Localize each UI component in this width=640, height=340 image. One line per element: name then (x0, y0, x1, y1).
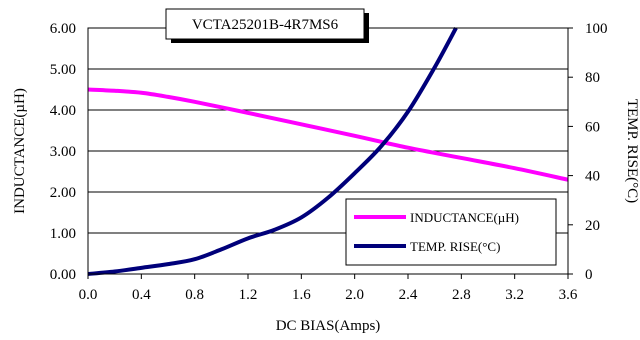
y-tick-label: 3.00 (50, 144, 76, 160)
chart-title-frame (165, 8, 365, 40)
x-tick-label: 3.2 (505, 287, 524, 303)
x-axis-title: DC BIAS(Amps) (276, 318, 381, 334)
series-line-temp-rise (87, 27, 458, 276)
x-tick-label: 1.6 (292, 287, 311, 303)
y2-axis-title: TEMP. RISE(°C) (624, 99, 640, 203)
legend-frame (345, 198, 557, 266)
x-tick-label: 2.4 (399, 287, 418, 303)
x-tick-label: 1.2 (239, 287, 258, 303)
chart-title: VCTA25201B-4R7MS6 (192, 17, 339, 33)
x-tick-label: 0.0 (79, 287, 98, 303)
right-axis-ticks: 0 20 40 60 80 100 (568, 21, 608, 283)
x-axis-ticks: 0.0 0.4 0.8 1.2 1.6 2.0 2.4 2.8 3.2 3.6 (79, 274, 578, 303)
y-tick-label: 2.00 (50, 185, 76, 201)
y2-tick-label: 100 (585, 21, 608, 37)
y2-tick-label: 0 (585, 267, 593, 283)
y-tick-label: 4.00 (50, 103, 76, 119)
y-tick-label: 0.00 (50, 267, 76, 283)
y-tick-label: 6.00 (50, 21, 76, 37)
y-axis-title: INDUCTANCE(µH) (12, 88, 28, 214)
y2-tick-label: 80 (585, 70, 600, 86)
y-tick-label: 5.00 (50, 62, 76, 78)
legend-label-inductance: INDUCTANCE(µH) (410, 210, 519, 225)
y2-tick-label: 20 (585, 218, 600, 234)
x-tick-label: 2.8 (452, 287, 471, 303)
x-tick-label: 2.0 (345, 287, 364, 303)
chart-title-box: VCTA25201B-4R7MS6 (165, 8, 369, 43)
x-tick-label: 3.6 (559, 287, 578, 303)
y2-tick-label: 40 (585, 169, 600, 185)
legend-label-temp-rise: TEMP. RISE(°C) (410, 239, 500, 254)
y2-tick-label: 60 (585, 119, 600, 135)
y-tick-label: 1.00 (50, 226, 76, 242)
series-layer (87, 27, 569, 276)
x-tick-label: 0.4 (132, 287, 151, 303)
left-axis-ticks: 0.00 1.00 2.00 3.00 4.00 5.00 6.00 (50, 21, 76, 283)
legend: INDUCTANCE(µH) TEMP. RISE(°C) (345, 198, 557, 266)
series-line-inductance (87, 87, 569, 182)
x-tick-label: 0.8 (185, 287, 204, 303)
